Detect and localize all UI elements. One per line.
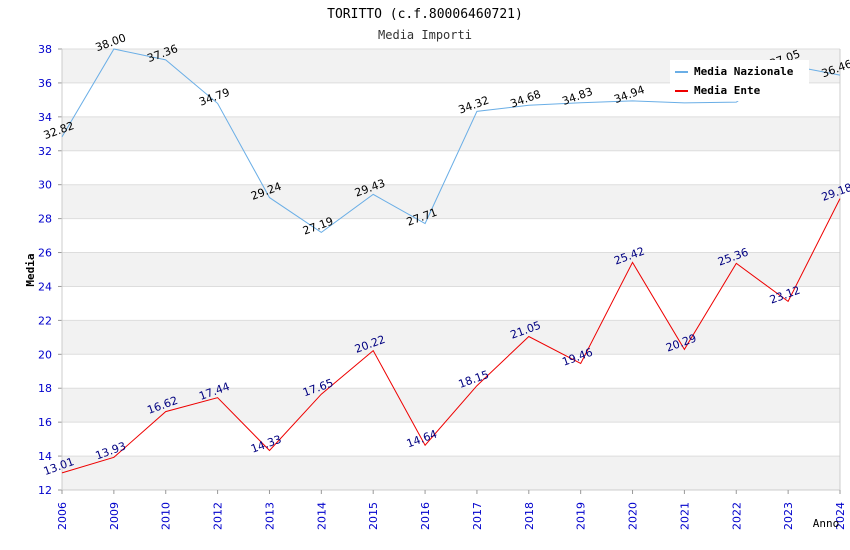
data-label: 23.12	[768, 284, 802, 307]
series-lines	[61, 48, 841, 474]
data-label: 34.79	[197, 86, 231, 109]
y-tick-label: 12	[38, 484, 52, 497]
y-tick-label: 34	[38, 111, 52, 124]
x-tick-label: 2024	[834, 502, 847, 530]
x-tick-label: 2017	[471, 502, 484, 530]
data-label: 34.83	[560, 85, 594, 108]
y-axis-label: Media	[24, 253, 37, 286]
legend-box	[670, 60, 809, 101]
x-tick-label: 2018	[523, 502, 536, 530]
data-point	[683, 101, 686, 104]
legend-label: Media Ente	[694, 84, 761, 97]
x-tick-label: 2022	[730, 502, 743, 530]
x-tick-label: 2010	[160, 502, 173, 530]
x-tick-label: 2012	[212, 502, 225, 530]
y-tick-label: 14	[38, 450, 52, 463]
y-tick-label: 18	[38, 382, 52, 395]
grid-band	[62, 388, 840, 423]
x-tick-labels: 2006 2009 2010 2012 2013 2014 2015 2016 2017 2018…	[56, 490, 847, 530]
y-tick-label: 24	[38, 280, 52, 293]
x-tick-label: 2015	[367, 502, 380, 530]
data-point	[735, 101, 738, 104]
axes	[61, 49, 841, 491]
y-tick-label: 28	[38, 213, 52, 226]
x-tick-label: 2013	[263, 502, 276, 530]
y-tick-label: 16	[38, 416, 52, 429]
grid-band	[62, 252, 840, 287]
x-tick-label: 2006	[56, 502, 69, 530]
x-tick-label: 2016	[419, 502, 432, 530]
y-tick-label: 38	[38, 43, 52, 56]
y-tick-labels: 12 14 16 18 20 22 24 26 28 30 32 34 36 38	[38, 43, 52, 497]
legend-label: Media Nazionale	[694, 65, 794, 78]
data-label: 34.68	[509, 88, 543, 111]
x-tick-label: 2019	[575, 502, 588, 530]
legend: Media Nazionale Media Ente	[670, 60, 809, 101]
x-tick-label: 2009	[108, 502, 121, 530]
data-label: 14.64	[405, 427, 439, 450]
series-line-1	[61, 198, 841, 474]
grid-band	[62, 184, 840, 219]
x-axis-label: Anno	[813, 517, 840, 530]
series-line-0	[61, 48, 841, 234]
chart-title: TORITTO (c.f.80006460721)	[327, 7, 523, 22]
chart-subtitle: Media Importi	[378, 28, 472, 42]
data-label: 34.32	[457, 94, 491, 117]
grid-band	[62, 116, 840, 151]
y-tick-label: 26	[38, 247, 52, 260]
data-label: 34.94	[612, 83, 646, 106]
x-tick-label: 2023	[782, 502, 795, 530]
grid-band	[62, 456, 840, 490]
x-tick-label: 2020	[627, 502, 640, 530]
y-tick-label: 20	[38, 348, 52, 361]
x-tick-label: 2014	[315, 502, 328, 530]
data-label: 18.15	[457, 368, 491, 391]
background-bands	[62, 49, 840, 490]
y-tick-label: 36	[38, 77, 52, 90]
grid-lines	[58, 48, 840, 491]
y-tick-label: 22	[38, 314, 52, 327]
data-label: 14.33	[249, 433, 283, 456]
grid-band	[62, 320, 840, 355]
x-tick-label: 2021	[678, 502, 691, 530]
y-tick-label: 30	[38, 179, 52, 192]
y-tick-label: 32	[38, 145, 52, 158]
